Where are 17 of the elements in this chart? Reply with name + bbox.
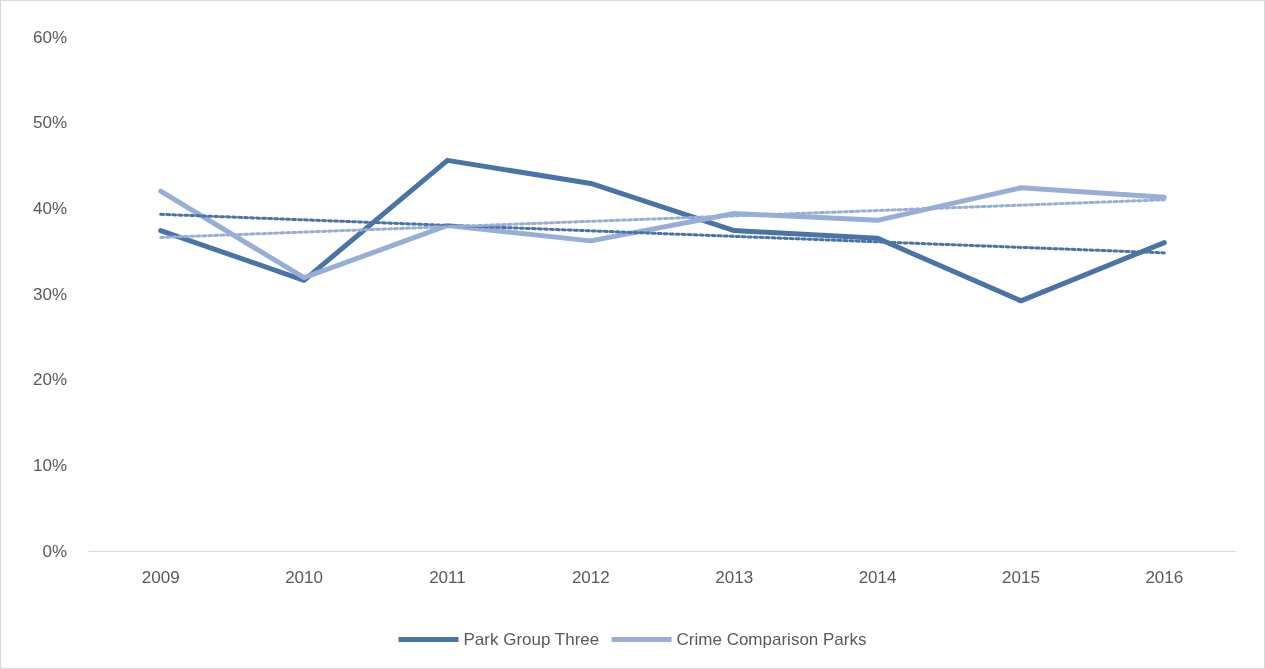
y-tick-label: 50% [32,113,67,133]
y-tick-label: 20% [32,370,67,390]
x-tick-label: 2012 [571,568,610,587]
x-tick-label: 2009 [141,568,180,587]
y-tick-label: 10% [32,455,67,475]
y-tick-label: 30% [32,284,67,304]
legend-label: Crime Comparison Parks [676,630,867,649]
y-tick-label: 40% [32,198,67,218]
x-tick-label: 2014 [858,568,897,587]
legend-label: Park Group Three [463,630,600,649]
x-tick-label: 2015 [1002,568,1040,587]
x-tick-label: 2013 [715,568,754,587]
y-tick-label: 0% [42,541,67,561]
y-tick-label: 60% [32,27,67,47]
x-tick-label: 2016 [1145,568,1184,587]
x-tick-label: 2010 [285,568,323,587]
x-tick-label: 2011 [429,568,466,587]
